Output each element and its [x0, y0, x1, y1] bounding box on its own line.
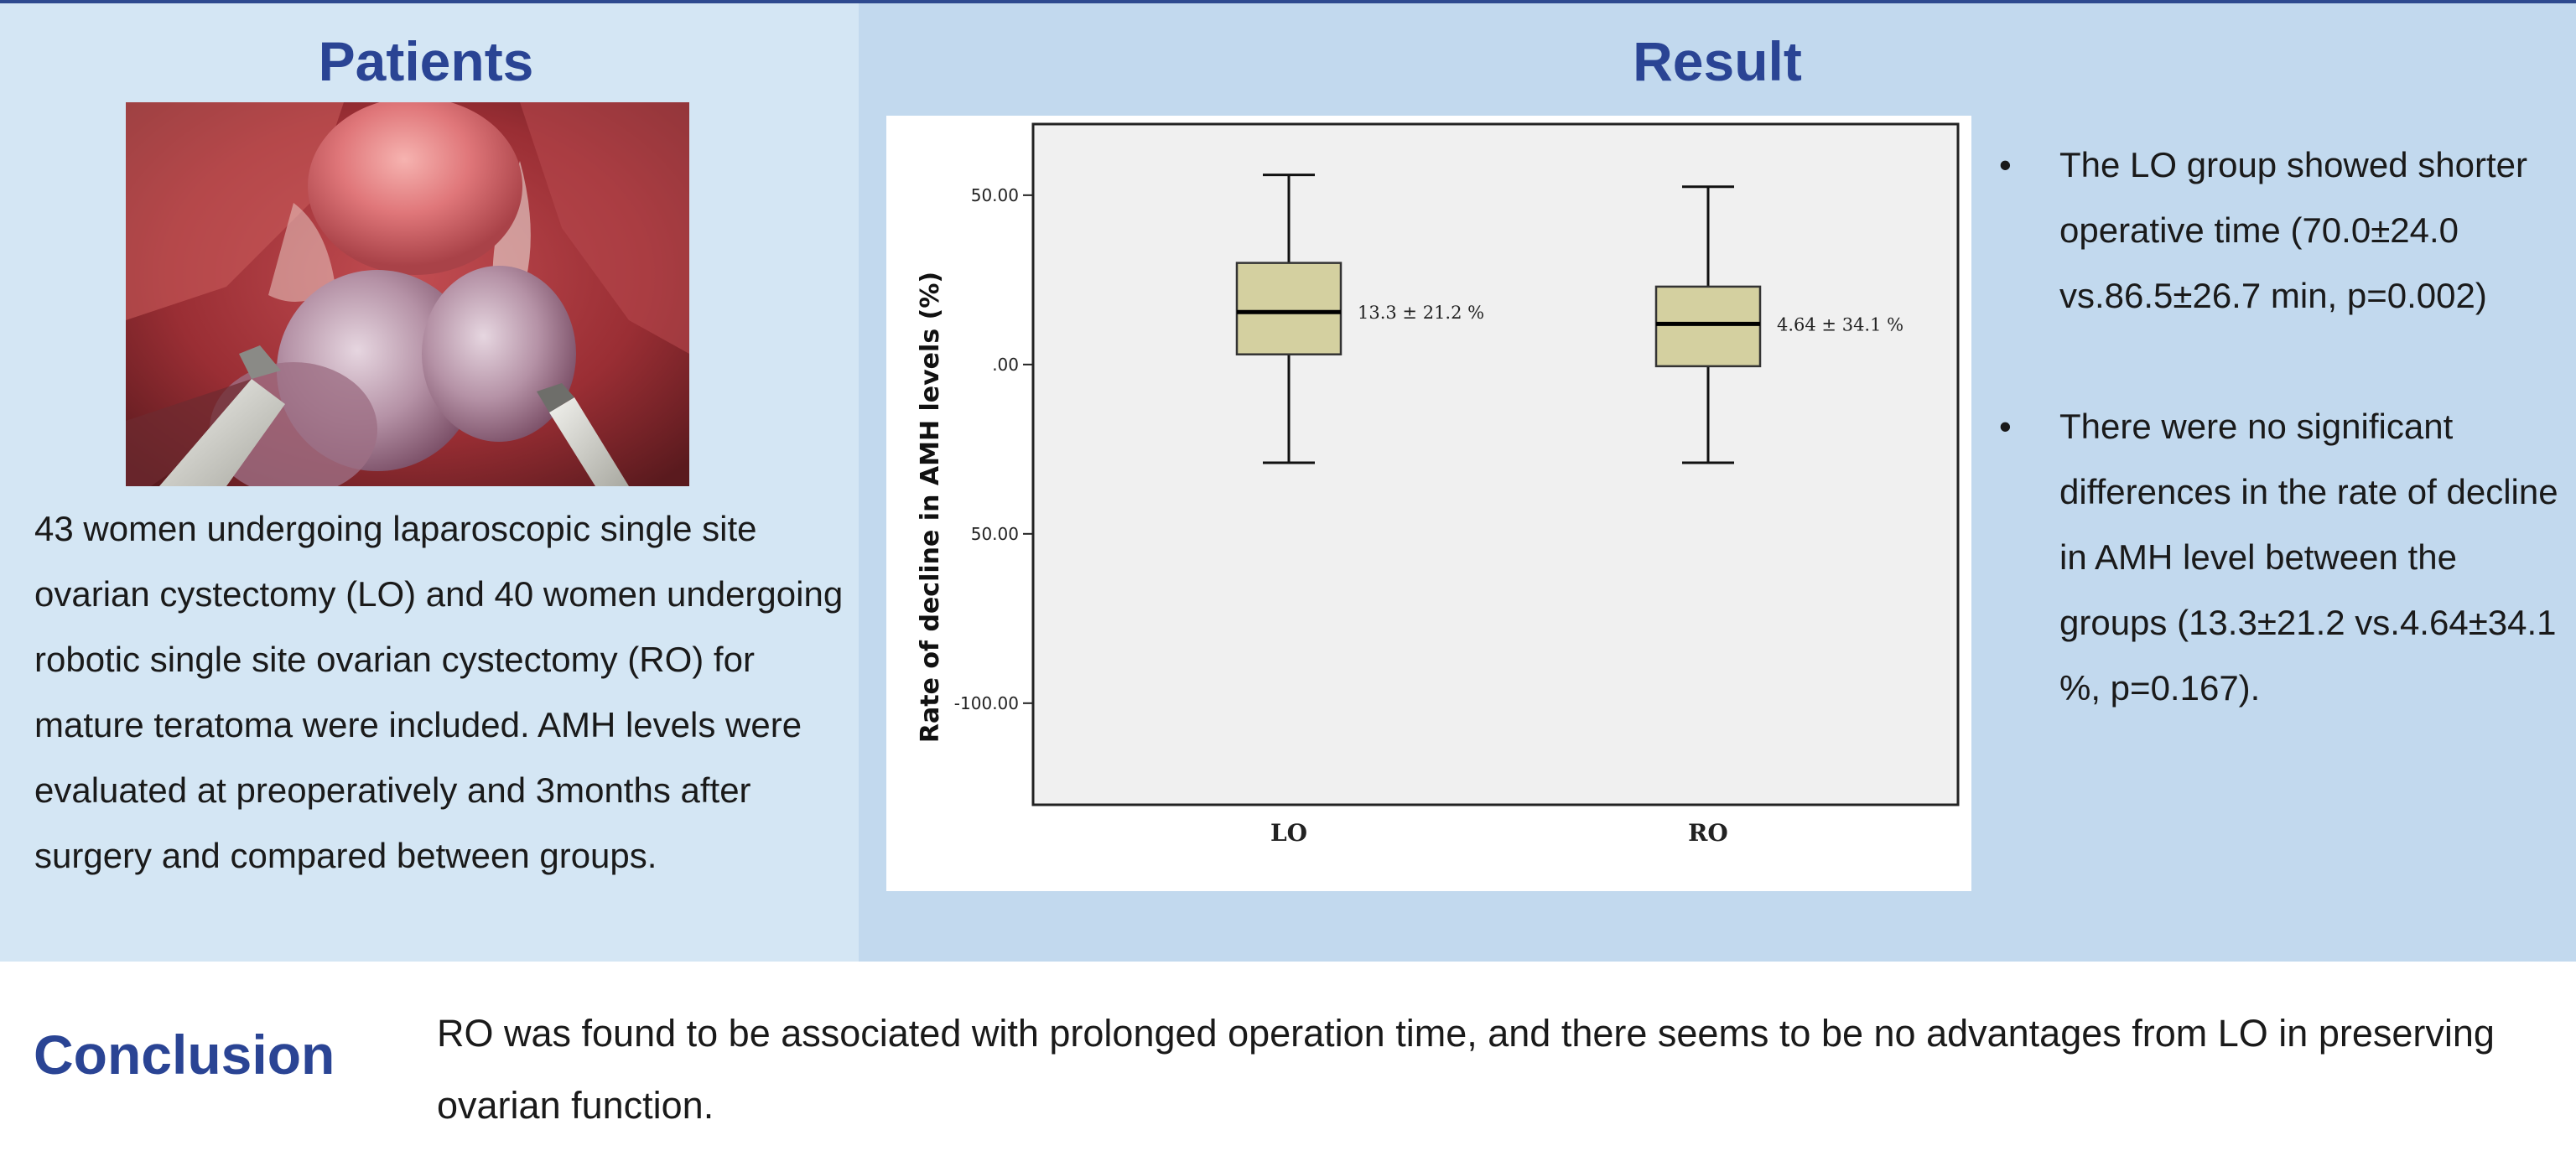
x-category-label: RO [1688, 819, 1728, 847]
result-bullet-text: The LO group showed shorter operative ti… [2059, 145, 2527, 315]
result-bullet-text: There were no significant differences in… [2059, 407, 2558, 708]
plot-area [1031, 122, 1960, 806]
result-bullet-operative-time: • The LO group showed shorter operative … [1994, 132, 2573, 329]
iqr-box [1654, 285, 1762, 368]
bullet-marker: • [1999, 145, 2012, 184]
result-heading: Result [1633, 30, 1802, 92]
patients-text: 43 women undergoing laparoscopic single … [34, 509, 844, 875]
box-ro: 4.64 ± 34.1 % RO [1654, 185, 1903, 847]
laparoscopic-photo [126, 102, 689, 486]
x-category-label: LO [1270, 819, 1307, 847]
y-tick-label: .00 [992, 355, 1019, 375]
box-lo: 13.3 ± 21.2 % LO [1235, 174, 1484, 847]
result-bullet-list: • The LO group showed shorter operative … [1994, 132, 2573, 786]
y-tick-label: 50.00 [971, 185, 1019, 205]
patients-heading: Patients [318, 30, 534, 92]
conclusion-heading: Conclusion [34, 1024, 335, 1086]
box-annotation: 4.64 ± 34.1 % [1777, 314, 1903, 334]
box-annotation: 13.3 ± 21.2 % [1358, 303, 1484, 323]
y-axis-label: Rate of decline in AMH levels (%) [916, 272, 945, 743]
bullet-marker: • [1999, 407, 2012, 446]
result-bullet-amh-decline: • There were no significant differences … [1994, 394, 2573, 721]
y-tick-label: 50.00 [971, 524, 1019, 544]
conclusion-text: RO was found to be associated with prolo… [437, 1012, 2495, 1127]
top-rule [0, 0, 2576, 3]
iqr-box [1235, 262, 1343, 355]
boxplot-chart: 50.00 .00 50.00 -100.00 13.3 ± 21.2 % LO 4.64… [886, 116, 1971, 891]
y-tick-label: -100.00 [954, 693, 1019, 713]
